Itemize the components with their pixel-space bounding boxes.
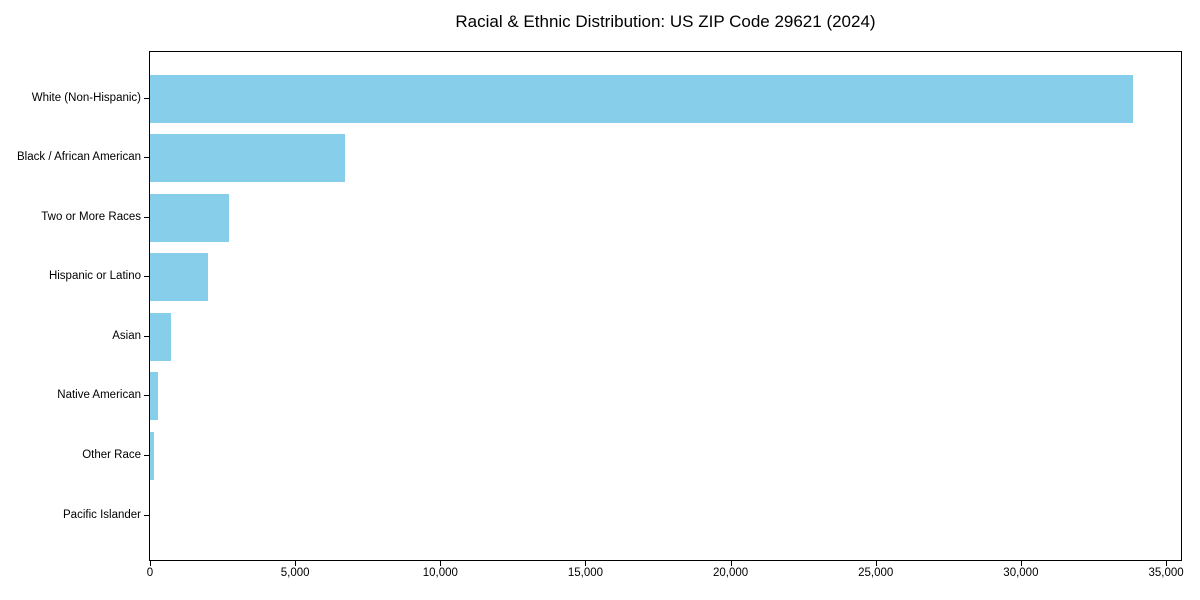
x-tick-mark (440, 561, 442, 566)
bar (150, 253, 208, 302)
bar (150, 193, 229, 242)
x-tick-label: 25,000 (858, 567, 894, 579)
x-tick-mark (1020, 561, 1022, 566)
y-tick-mark (144, 216, 149, 218)
bar (150, 74, 1133, 123)
y-tick-mark (144, 454, 149, 456)
bar (150, 372, 158, 421)
x-tick-mark (875, 561, 877, 566)
bar (150, 134, 345, 183)
y-tick-label: Pacific Islander (63, 508, 141, 521)
y-tick-label: White (Non-Hispanic) (31, 91, 141, 104)
x-tick-label: 5,000 (280, 567, 310, 579)
x-tick-mark (1166, 561, 1168, 566)
y-tick-label: Two or More Races (41, 210, 141, 223)
y-tick-label: Hispanic or Latino (48, 270, 141, 283)
plot-area (149, 51, 1182, 561)
x-tick-label: 30,000 (1003, 567, 1039, 579)
y-tick-mark (144, 157, 149, 159)
y-tick-label: Native American (57, 389, 141, 402)
y-tick-mark (144, 514, 149, 516)
bar (150, 312, 171, 361)
y-tick-mark (144, 276, 149, 278)
x-tick-label: 0 (146, 567, 154, 579)
x-tick-label: 15,000 (567, 567, 604, 579)
chart-title: Racial & Ethnic Distribution: US ZIP Cod… (455, 12, 876, 31)
y-tick-label: Asian (112, 329, 141, 342)
x-tick-mark (730, 561, 732, 566)
y-tick-label: Black / African American (17, 151, 141, 164)
y-tick-mark (144, 335, 149, 337)
x-tick-mark (295, 561, 297, 566)
x-tick-label: 20,000 (713, 567, 749, 579)
y-tick-mark (144, 395, 149, 397)
bar (150, 431, 154, 480)
y-tick-label: Other Race (82, 448, 141, 461)
x-tick-label: 10,000 (422, 567, 458, 579)
x-tick-label: 35,000 (1148, 567, 1184, 579)
y-tick-mark (144, 97, 149, 99)
x-tick-mark (585, 561, 587, 566)
x-tick-mark (150, 561, 151, 566)
